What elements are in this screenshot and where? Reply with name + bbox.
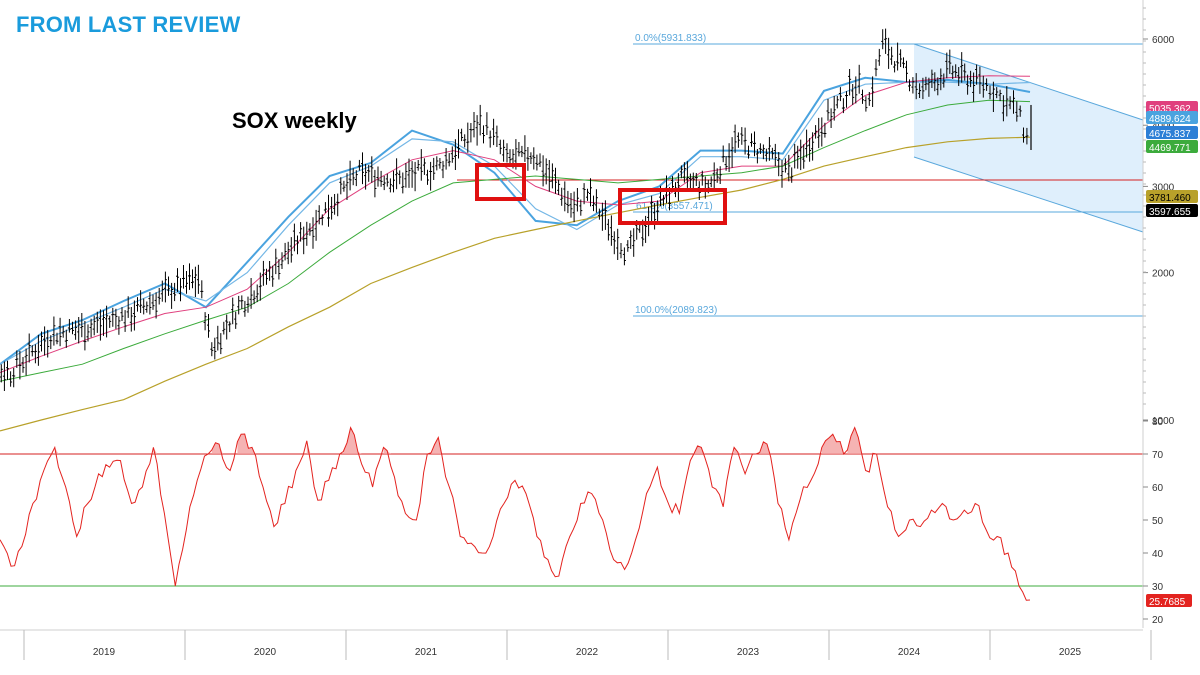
trend-channel-lower	[913, 156, 1144, 233]
ma-mid-line	[0, 81, 1031, 365]
ma-fast-line	[0, 76, 1031, 366]
rsi-line	[0, 426, 1031, 601]
time-axis-label: 2020	[254, 647, 277, 658]
value-label-box	[1146, 190, 1198, 203]
value-label-box	[1146, 111, 1198, 124]
rsi-axis-label: 40	[1152, 549, 1164, 560]
time-axis-label: 2025	[1059, 647, 1082, 658]
time-axis-label: 2019	[93, 647, 116, 658]
price-axis-label: 6000	[1152, 35, 1175, 46]
page-header-title: FROM LAST REVIEW	[16, 12, 241, 37]
value-label-box	[1146, 204, 1198, 217]
time-axis-label: 2024	[898, 647, 921, 658]
rsi-axis-label: 30	[1152, 582, 1164, 593]
value-label-ma_mid: 4675.837	[1149, 129, 1191, 140]
chart-title: SOX weekly	[232, 108, 357, 133]
price-pane: 0.0%(5931.833) 61.8%(3557.471) 100.0%(2089…	[0, 28, 1144, 432]
rsi-axis-label: 80	[1152, 417, 1164, 428]
rsi-value-box	[1146, 594, 1192, 607]
price-axis-label: 3000	[1152, 182, 1175, 193]
price-axis-label: 2000	[1152, 269, 1175, 280]
rsi-value-label: 25.7685	[1149, 597, 1186, 608]
price-axis-label: 1000	[1152, 416, 1175, 427]
fib-100-label: 100.0%(2089.823)	[635, 305, 717, 316]
axis-layer: 100020003000400060005035.3624889.6244675…	[0, 0, 1198, 660]
time-axis-label: 2021	[415, 647, 438, 658]
fib-0-label: 0.0%(5931.833)	[635, 33, 706, 44]
rsi-axis-label: 70	[1152, 450, 1164, 461]
time-axis-label: 2023	[737, 647, 760, 658]
value-label-price: 3597.655	[1149, 207, 1191, 218]
value-label-ma100: 4469.771	[1149, 143, 1191, 154]
rsi-axis-label: 20	[1152, 615, 1164, 626]
highlight-box-fib	[618, 188, 727, 225]
ma-100-line	[0, 99, 1031, 382]
rsi-axis-label: 50	[1152, 516, 1164, 527]
ma-200-line	[0, 136, 1031, 432]
fib-618-label: 61.8%(3557.471)	[636, 201, 713, 212]
ohlc-bars	[0, 28, 1032, 391]
rsi-axis-label: 60	[1152, 483, 1164, 494]
value-label-box	[1146, 140, 1198, 153]
rsi-pane	[0, 426, 1143, 601]
value-label-ma200: 3781.460	[1149, 193, 1191, 204]
value-label-ma40: 5035.362	[1149, 104, 1191, 115]
value-label-box	[1146, 101, 1198, 114]
value-label-ma_fast: 4889.624	[1149, 114, 1191, 125]
ma-40-line	[0, 75, 1031, 374]
value-label-box	[1146, 126, 1198, 139]
highlight-box-peak	[475, 163, 526, 201]
rsi-overbought-fill	[54, 427, 877, 454]
trend-channel-fill	[914, 44, 1143, 232]
time-axis-label: 2022	[576, 647, 599, 658]
